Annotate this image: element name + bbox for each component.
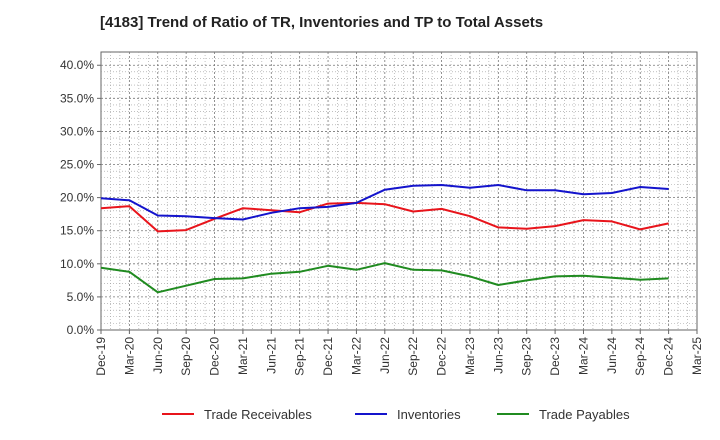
y-tick-label: 20.0% <box>60 191 94 205</box>
x-tick-label: Mar-21 <box>236 337 250 375</box>
x-tick-label: Jun-24 <box>605 337 619 374</box>
y-tick-label: 25.0% <box>60 158 94 172</box>
legend-label-inventories: Inventories <box>397 407 461 422</box>
x-tick-label: Mar-23 <box>463 337 477 375</box>
series-layer <box>100 184 669 294</box>
x-tick-label: Dec-23 <box>548 337 562 376</box>
x-tick-label: Jun-21 <box>264 337 278 374</box>
x-tick-label: Sep-24 <box>633 337 647 376</box>
x-tick-label: Dec-19 <box>94 337 108 376</box>
grid-layer <box>100 51 698 331</box>
chart-title: [4183] Trend of Ratio of TR, Inventories… <box>100 14 544 31</box>
series-line-inventories <box>100 184 669 221</box>
x-tick-label: Mar-22 <box>349 337 363 375</box>
series-line-trade-payables <box>100 262 669 294</box>
legend-label-trade-receivables: Trade Receivables <box>204 407 312 422</box>
y-tick-label: 15.0% <box>60 224 94 238</box>
legend-label-trade-payables: Trade Payables <box>539 407 630 422</box>
y-tick-label: 5.0% <box>67 290 95 304</box>
legend: Trade Receivables Inventories Trade Payabl… <box>162 407 630 422</box>
y-tick-label: 0.0% <box>67 323 95 337</box>
y-tick-label: 10.0% <box>60 257 94 271</box>
x-tick-label: Mar-25 <box>690 337 704 375</box>
x-tick-label: Jun-23 <box>491 337 505 374</box>
x-tick-label: Sep-21 <box>293 337 307 376</box>
axis-layer: 0.0% 5.0% 10.0% 15.0% 20.0% 25.0% 30.0% 35.0% 40… <box>60 58 704 375</box>
x-tick-label: Dec-24 <box>662 337 676 376</box>
series-line-trade-receivables <box>100 201 669 233</box>
x-tick-label: Sep-20 <box>179 337 193 376</box>
x-tick-label: Jun-22 <box>378 337 392 374</box>
x-tick-label: Sep-22 <box>406 337 420 376</box>
x-tick-label: Dec-20 <box>208 337 222 376</box>
y-tick-label: 30.0% <box>60 124 94 138</box>
x-tick-label: Mar-20 <box>122 337 136 375</box>
x-tick-label: Mar-24 <box>576 337 590 375</box>
x-tick-label: Sep-23 <box>520 337 534 376</box>
x-tick-label: Dec-22 <box>435 337 449 376</box>
y-tick-label: 40.0% <box>60 58 94 72</box>
y-tick-label: 35.0% <box>60 91 94 105</box>
x-tick-label: Dec-21 <box>321 337 335 376</box>
x-tick-label: Jun-20 <box>151 337 165 374</box>
